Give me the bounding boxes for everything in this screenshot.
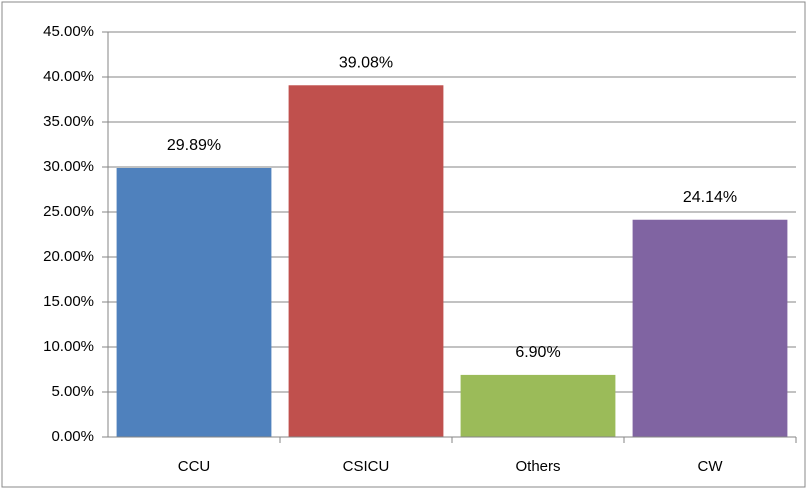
y-tick-label: 10.00% [43,338,94,355]
y-tick-label: 40.00% [43,68,94,85]
y-tick-label: 45.00% [43,23,94,40]
y-tick-label: 5.00% [51,383,94,400]
y-tick-label: 0.00% [51,428,94,445]
bar [632,219,788,437]
bar [288,85,444,437]
x-tick-label: CW [698,458,724,475]
y-tick-label: 30.00% [43,158,94,175]
y-tick-label: 35.00% [43,113,94,130]
x-tick-label: CSICU [343,458,390,475]
data-label: 6.90% [515,344,560,361]
data-label: 39.08% [339,54,393,71]
data-label: 29.89% [167,137,221,154]
y-tick-label: 20.00% [43,248,94,265]
data-label: 24.14% [683,189,737,206]
x-tick-label: Others [515,458,560,475]
y-tick-label: 15.00% [43,293,94,310]
bar [460,374,616,437]
y-tick-label: 25.00% [43,203,94,220]
bar [116,167,272,438]
x-tick-label: CCU [178,458,211,475]
